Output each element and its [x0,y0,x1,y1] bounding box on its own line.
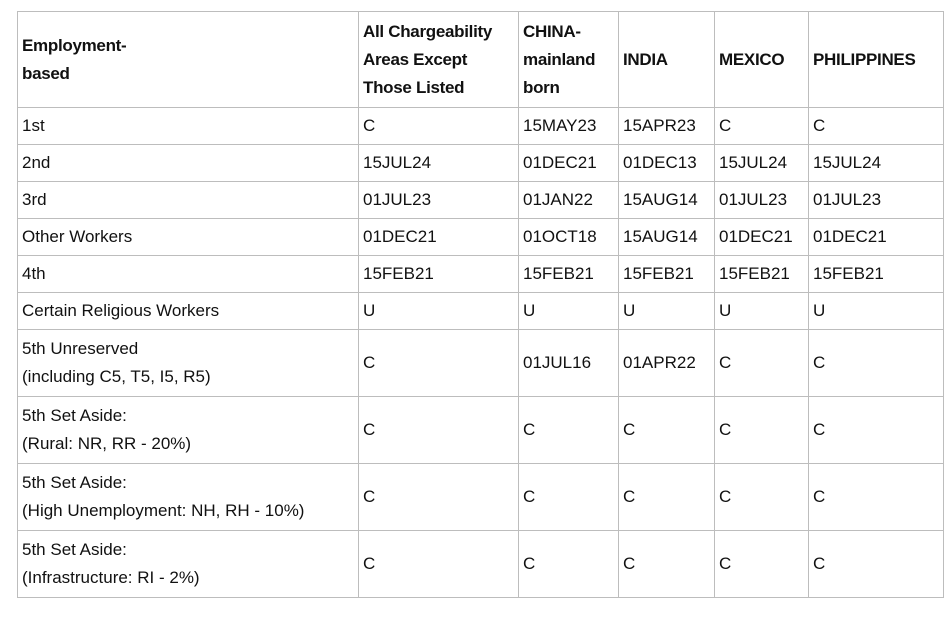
cell-line: All Chargeability [363,21,493,41]
date-cell: C [358,530,519,598]
date-cell: U [808,292,944,330]
date-cell: 15FEB21 [714,255,809,293]
table-row: 2nd 15JUL24 01DEC21 01DEC13 15JUL24 15JUL24 [17,144,944,182]
header-cell: CHINA-mainland born [518,11,619,108]
date-cell: 01DEC21 [714,218,809,256]
row-label: 4th [17,255,359,293]
date-cell: 01DEC21 [358,218,519,256]
cell-line: 5th Set Aside: [22,406,127,425]
bulletin-table: Employment-based All Chargeability Areas E… [17,11,944,598]
cell-line: mainland [523,49,596,69]
date-cell: 01JUL23 [358,181,519,219]
cell-line: Those Listed [363,77,465,97]
row-label: 3rd [17,181,359,219]
date-cell: C [808,396,944,464]
date-cell: C [714,463,809,531]
cell-line: 5th Set Aside: [22,473,127,492]
date-cell: C [618,463,715,531]
table-row: 5th Set Aside: (Rural: NR, RR - 20%) C C C C C [17,396,944,464]
date-cell: 01APR22 [618,329,715,397]
date-cell: 15AUG14 [618,218,715,256]
cell-line: born [523,77,560,97]
date-cell: C [358,463,519,531]
row-label: 5th Unreserved (including C5, T5, I5, R5) [17,329,359,397]
date-cell: 15JUL24 [714,144,809,182]
table-row: 5th Set Aside: (High Unemployment: NH, RH… [17,463,944,531]
cell-line: (Rural: NR, RR - 20%) [22,434,192,453]
cell-line: Employment- [22,35,127,55]
date-cell: C [714,329,809,397]
header-cell: PHILIPPINES [808,11,944,108]
date-cell: 15AUG14 [618,181,715,219]
date-cell: 15FEB21 [518,255,619,293]
table-row: 3rd 01JUL23 01JAN22 15AUG14 01JUL23 01JUL23 [17,181,944,219]
table-row: 5th Set Aside: (Infrastructure: RI - 2%) C… [17,530,944,598]
cell-line: 5th Set Aside: [22,540,127,559]
date-cell: C [358,107,519,145]
cell-line: (including C5, T5, I5, R5) [22,367,211,386]
cell-line: Areas Except [363,49,468,69]
date-cell: U [518,292,619,330]
row-label: 5th Set Aside: (High Unemployment: NH, RH… [17,463,359,531]
date-cell: U [618,292,715,330]
date-cell: U [714,292,809,330]
row-label: 5th Set Aside: (Infrastructure: RI - 2%) [17,530,359,598]
table-row: 5th Unreserved (including C5, T5, I5, R5)… [17,329,944,397]
date-cell: 01DEC13 [618,144,715,182]
date-cell: 01JUL23 [714,181,809,219]
date-cell: C [808,107,944,145]
date-cell: 15JUL24 [808,144,944,182]
table-row: Other Workers 01DEC21 01OCT18 15AUG14 01DEC2… [17,218,944,256]
date-cell: C [358,396,519,464]
row-label: 1st [17,107,359,145]
cell-line: 5th Unreserved [22,339,139,358]
table-row: Certain Religious Workers U U U U U [17,292,944,330]
row-label: Other Workers [17,218,359,256]
header-cell: All Chargeability Areas Except Those Liste… [358,11,519,108]
cell-line: based [22,63,70,83]
date-cell: C [518,463,619,531]
cell-line: (Infrastructure: RI - 2%) [22,568,200,587]
date-cell: U [358,292,519,330]
date-cell: 15FEB21 [618,255,715,293]
date-cell: C [518,396,619,464]
date-cell: 01OCT18 [518,218,619,256]
header-row: Employment-based All Chargeability Areas E… [17,11,944,108]
date-cell: 15JUL24 [358,144,519,182]
date-cell: C [714,107,809,145]
date-cell: 15FEB21 [808,255,944,293]
date-cell: 15MAY23 [518,107,619,145]
date-cell: 15FEB21 [358,255,519,293]
table-row: 1st C 15MAY23 15APR23 C C [17,107,944,145]
date-cell: 01JUL23 [808,181,944,219]
row-label: Certain Religious Workers [17,292,359,330]
cell-line: CHINA- [523,21,581,41]
date-cell: C [618,530,715,598]
date-cell: C [714,530,809,598]
date-cell: 01DEC21 [808,218,944,256]
table-row: 4th 15FEB21 15FEB21 15FEB21 15FEB21 15FEB21 [17,255,944,293]
header-cell: INDIA [618,11,715,108]
row-label: 5th Set Aside: (Rural: NR, RR - 20%) [17,396,359,464]
date-cell: 01DEC21 [518,144,619,182]
date-cell: C [808,530,944,598]
row-label: 2nd [17,144,359,182]
header-cell: MEXICO [714,11,809,108]
date-cell: C [808,463,944,531]
date-cell: C [518,530,619,598]
date-cell: C [618,396,715,464]
date-cell: 15APR23 [618,107,715,145]
date-cell: C [808,329,944,397]
date-cell: C [714,396,809,464]
date-cell: C [358,329,519,397]
date-cell: 01JUL16 [518,329,619,397]
header-cell: Employment-based [17,11,359,108]
date-cell: 01JAN22 [518,181,619,219]
table-body: 1st C 15MAY23 15APR23 C C 2nd 15JUL24 01DEC21 01D… [17,107,944,598]
table-header: Employment-based All Chargeability Areas E… [17,11,944,108]
cell-line: (High Unemployment: NH, RH - 10%) [22,501,305,520]
